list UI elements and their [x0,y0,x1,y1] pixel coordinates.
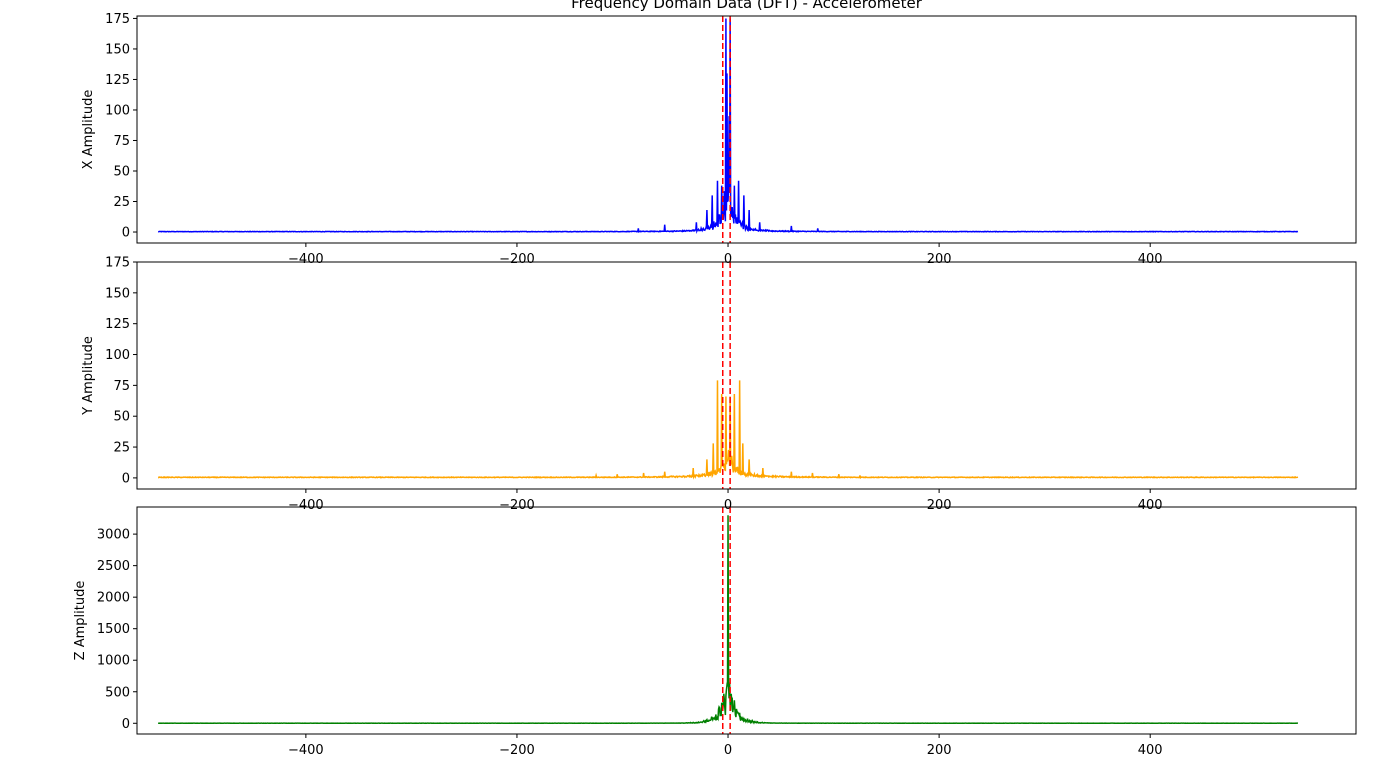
y-tick-label: 50 [113,164,130,179]
y-tick-label: 150 [105,286,130,301]
figure-title: Frequency Domain Data (DFT) - Accelerome… [571,0,923,12]
x-tick-label: −200 [499,743,535,758]
y-axis-label: Y Amplitude [81,336,96,416]
y-tick-label: 75 [113,134,130,149]
y-tick-label: 0 [122,471,130,486]
series-line-y [157,380,1299,480]
y-tick-label: 150 [105,42,130,57]
x-tick-label: 200 [927,743,952,758]
x-tick-label: −200 [499,498,535,513]
y-tick-label: 2500 [97,559,130,574]
subplot-y: 0 25 50 75 100 125 150 175 −400 −200 0 200 400 Y Ampl… [81,256,1357,513]
x-tick-label: 200 [927,498,952,513]
y-tick-label: 3000 [97,528,130,543]
x-tick-label: 0 [724,498,732,513]
y-tick-label: 2000 [97,591,130,606]
series-line-x [157,18,1299,234]
axes-frame [136,506,1357,735]
series-line-z [158,515,1299,725]
y-tick-label: 25 [113,441,130,456]
subplot-x: 0 25 50 75 100 125 150 175 −400 −200 0 200 400 X Ampl… [81,12,1357,267]
x-tick-label: −400 [288,498,324,513]
y-tick-label: 175 [105,256,130,271]
x-tick-label: 0 [724,252,732,267]
y-tick-label: 1000 [97,654,130,669]
x-tick-label: −400 [288,743,324,758]
x-tick-label: 0 [724,743,732,758]
y-axis-label: Z Amplitude [73,581,88,661]
subplot-z: 0 500 1000 1500 2000 2500 3000 −400 −200 0 200 400 Z… [73,506,1357,758]
y-tick-label: 125 [105,317,130,332]
axes-frame [136,15,1357,244]
y-axis-label: X Amplitude [81,90,96,170]
y-tick-label: 125 [105,73,130,88]
x-tick-label: 400 [1138,252,1163,267]
y-tick-label: 100 [105,103,130,118]
y-tick-label: 50 [113,410,130,425]
y-tick-label: 100 [105,348,130,363]
y-tick-label: 75 [113,379,130,394]
y-tick-label: 175 [105,12,130,27]
y-tick-label: 1500 [97,622,130,637]
x-tick-label: 200 [927,252,952,267]
y-tick-label: 0 [122,717,130,732]
axes-frame [136,261,1357,490]
y-tick-label: 25 [113,195,130,210]
x-tick-label: 400 [1138,498,1163,513]
y-tick-label: 500 [105,685,130,700]
x-tick-label: 400 [1138,743,1163,758]
x-tick-label: −400 [288,252,324,267]
y-tick-label: 0 [122,226,130,241]
x-tick-label: −200 [499,252,535,267]
